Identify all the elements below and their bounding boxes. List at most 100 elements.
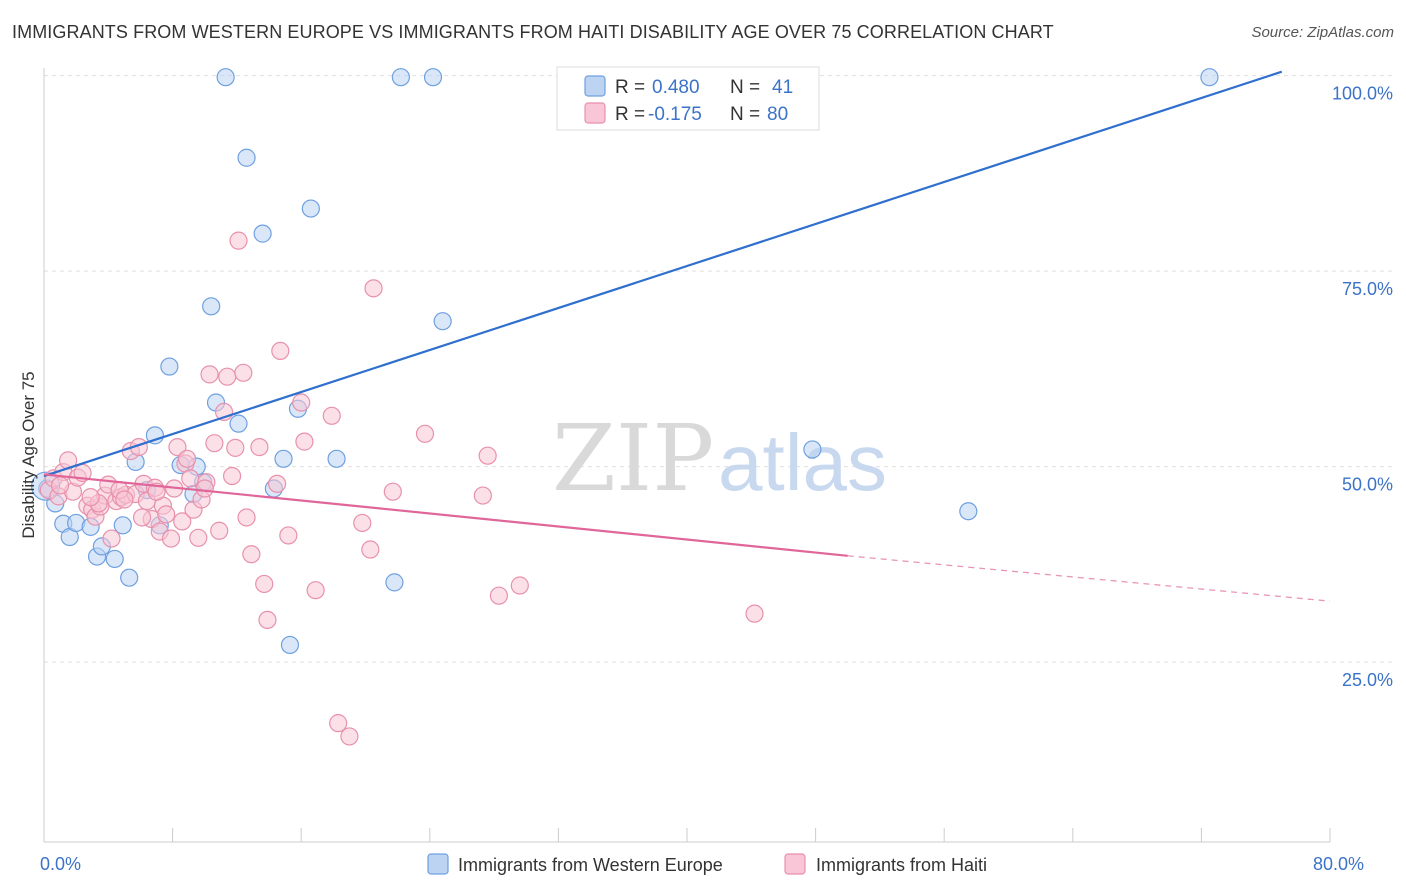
point-haiti [383,482,402,501]
point-western-europe [391,68,410,87]
point-haiti [322,406,341,425]
point-haiti [279,526,298,545]
point-haiti [229,231,248,250]
point-haiti [222,466,242,486]
bottom-legend-swatch-haiti [784,853,806,875]
point-western-europe [237,148,256,167]
legend-swatch-western-europe [584,75,606,97]
point-haiti [745,604,764,623]
tick-labels: 25.0% 50.0% 75.0% 100.0% 0.0% 80.0% [40,84,1393,874]
point-haiti [329,714,348,733]
point-western-europe [959,502,978,521]
point-haiti [226,438,245,457]
trend-line-western-europe [43,70,1283,478]
point-haiti [177,449,197,468]
y-tick-label: 75.0% [1342,279,1393,299]
point-haiti [292,393,311,412]
point-haiti [340,727,359,746]
point-western-europe [423,68,443,87]
point-haiti [102,529,121,548]
y-tick-label: 25.0% [1342,670,1393,690]
point-haiti [364,279,383,298]
legend-n-label-haiti: N = [730,104,760,125]
chart-source: Source: ZipAtlas.com [1251,24,1394,41]
point-haiti [271,341,290,361]
point-haiti [161,529,181,548]
point-western-europe [274,449,293,468]
point-haiti [237,508,256,527]
point-haiti [361,540,380,559]
point-haiti [478,446,497,465]
point-haiti [306,581,325,600]
axes [43,68,1331,843]
point-haiti [147,482,166,501]
legend-n-label-western-europe: N = [730,77,760,98]
point-haiti [267,474,287,493]
legend-r-value-western-europe: 0.480 [652,77,700,98]
point-western-europe [1200,68,1219,87]
point-haiti [255,574,274,594]
point-haiti [295,432,314,451]
point-haiti [473,486,492,505]
point-haiti [258,610,277,630]
point-western-europe [105,549,124,569]
point-haiti [250,437,269,457]
point-haiti [115,490,134,509]
point-western-europe [145,426,165,445]
point-haiti [415,424,435,443]
chart-title: IMMIGRANTS FROM WESTERN EUROPE VS IMMIGR… [12,22,1054,42]
point-haiti [234,363,253,382]
point-haiti [200,365,219,384]
point-western-europe [113,516,132,535]
y-axis-title: Disability Age Over 75 [19,371,38,538]
point-western-europe [160,357,179,376]
point-haiti [50,476,70,495]
point-haiti [181,469,200,488]
point-haiti [81,488,100,507]
point-haiti [510,576,529,595]
legend-swatch-haiti [584,102,606,124]
point-western-europe [216,68,235,87]
point-western-europe [301,199,320,218]
legend-r-label-haiti: R = [615,104,645,125]
legend-n-value-haiti: 80 [767,104,788,125]
point-haiti [195,479,214,498]
trend-lines [43,70,1331,602]
correlation-legend: R = 0.480 N = 41 R = -0.175 N = 80 [556,66,820,131]
point-haiti [353,513,372,533]
point-western-europe [280,635,300,655]
point-western-europe [202,297,221,316]
legend-r-value-haiti: -0.175 [648,104,702,125]
watermark-atlas: atlas [718,418,887,507]
point-haiti [132,508,152,527]
point-haiti [242,545,261,564]
point-haiti [168,437,187,457]
bottom-legend-label-western-europe: Immigrants from Western Europe [458,855,723,875]
point-haiti [218,367,237,386]
point-western-europe [327,449,346,468]
point-western-europe [229,414,248,433]
point-haiti [489,586,509,605]
point-western-europe [803,440,822,459]
point-western-europe [253,224,272,243]
point-haiti [210,521,229,540]
point-haiti [173,512,192,531]
x-tick-label: 0.0% [40,854,81,874]
bottom-legend-label-haiti: Immigrants from Haiti [816,855,987,875]
x-tick-label: 80.0% [1313,854,1364,874]
point-western-europe [385,573,404,592]
bottom-legend-swatch-western-europe [427,853,449,875]
watermark: ZIP atlas [552,405,887,512]
legend-n-value-western-europe: 41 [772,77,793,98]
point-haiti [189,528,208,547]
trend-extension-haiti [847,555,1331,602]
point-western-europe [433,312,452,331]
y-tick-label: 100.0% [1332,84,1393,104]
point-haiti [157,505,176,524]
y-tick-label: 50.0% [1342,475,1393,495]
legend-r-label-western-europe: R = [615,77,645,98]
point-western-europe [120,568,139,587]
watermark-zip: ZIP [552,405,714,512]
point-haiti [205,434,224,453]
